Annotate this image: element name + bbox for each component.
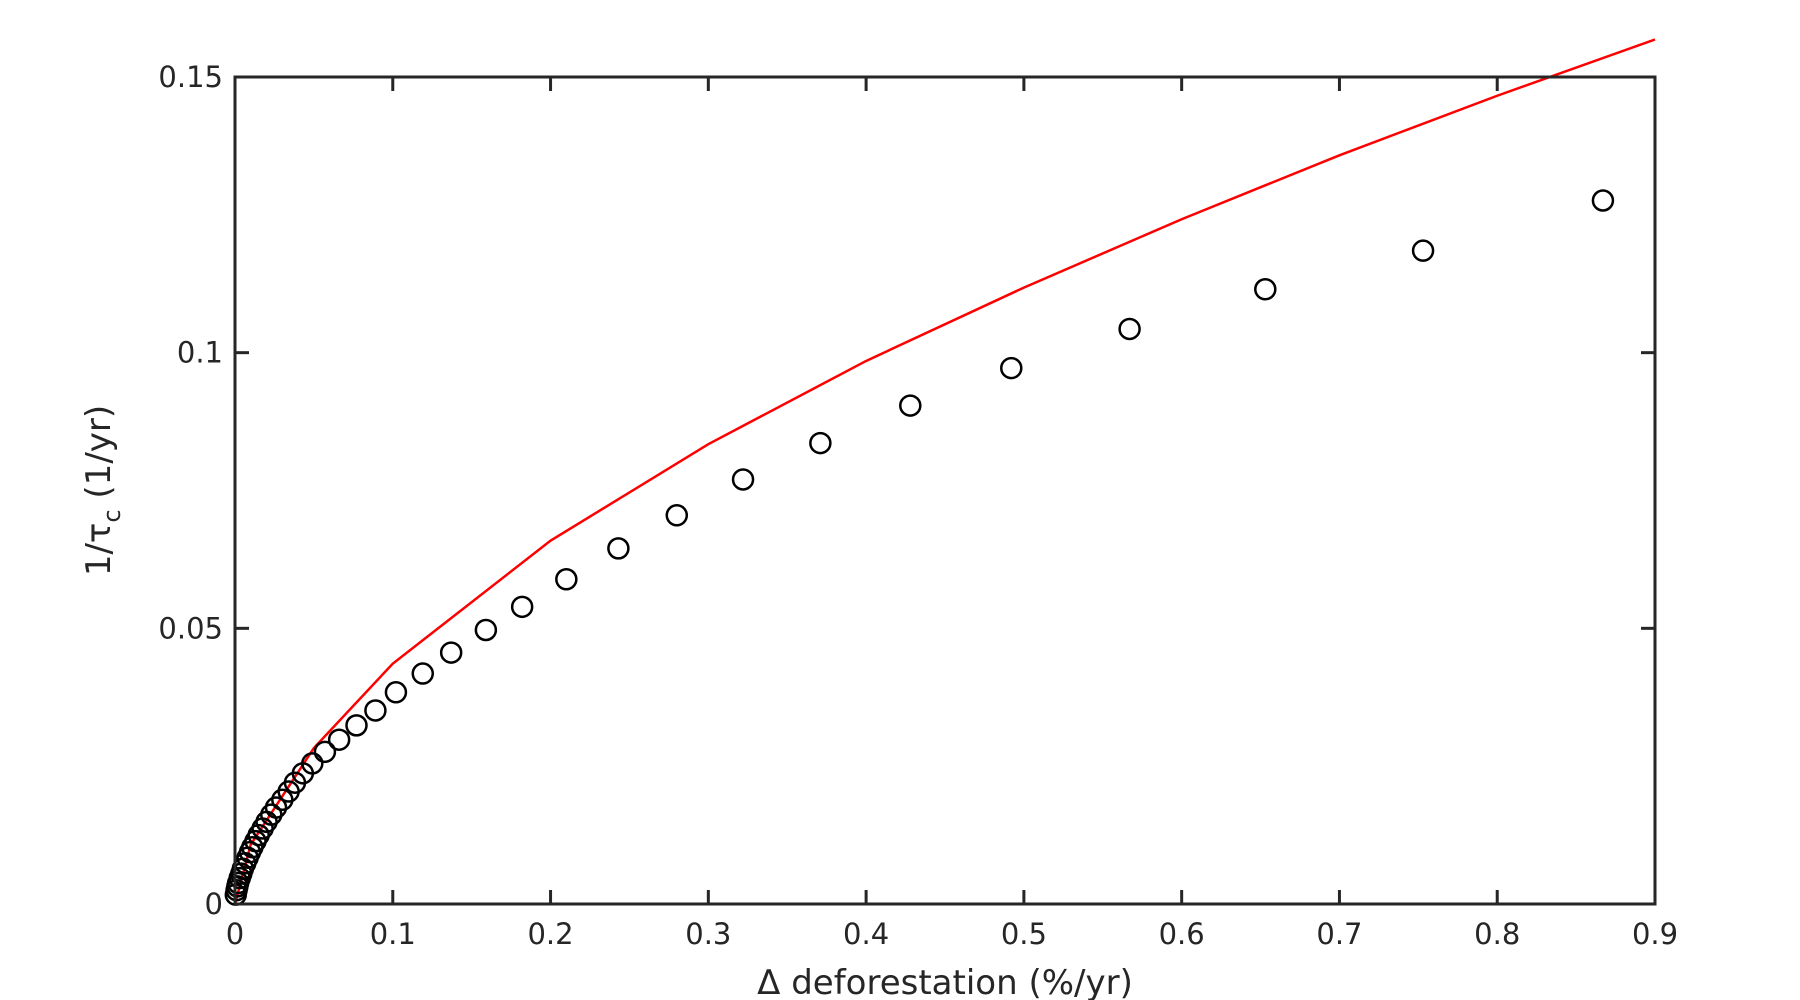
x-tick-label: 0.1: [370, 917, 416, 951]
data-point-marker: [1591, 189, 1615, 212]
y-tick-label: 0.05: [158, 611, 223, 645]
x-tick-label: 0.7: [1316, 917, 1362, 951]
x-tick-label: 0.6: [1159, 917, 1205, 951]
y-axis-title-subscript: c: [98, 509, 126, 522]
data-point-marker: [345, 714, 368, 737]
data-point-marker: [1254, 278, 1277, 301]
data-point-marker: [1000, 356, 1023, 380]
data-point-marker: [384, 681, 408, 704]
y-tick-label: 0.1: [177, 336, 223, 370]
data-point-marker: [510, 595, 534, 619]
y-tick-label: 0: [205, 887, 223, 921]
tick-labels: 0 0.1 0.2 0.3 0.4 0.5 0.6 0.7 0.8 0.9 0 0.05 0.1 0.15: [158, 60, 1678, 951]
data-point-marker: [1411, 239, 1435, 262]
data-point-marker: [555, 568, 578, 591]
data-point-marker: [474, 618, 498, 642]
data-point-marker: [1118, 317, 1141, 341]
x-tick-label: 0.9: [1632, 917, 1678, 951]
x-tick-label: 0.2: [527, 917, 573, 951]
data-point-marker: [364, 699, 387, 722]
data-layer: [224, 38, 1656, 906]
data-point-marker: [264, 796, 288, 819]
x-axis-title: Δ deforestation (%/yr): [757, 963, 1133, 1000]
data-point-marker: [665, 504, 689, 527]
data-point-marker: [809, 431, 832, 455]
data-point-marker: [607, 537, 630, 560]
y-tick-label: 0.15: [158, 60, 223, 94]
x-tick-label: 0: [226, 917, 244, 951]
data-point-marker: [313, 740, 337, 764]
x-tick-label: 0.4: [843, 917, 889, 951]
x-tick-label: 0.3: [685, 917, 731, 951]
data-point-marker: [731, 468, 755, 491]
x-tick-label: 0.8: [1474, 917, 1520, 951]
y-axis-title: 1/τc (1/yr): [79, 405, 126, 576]
data-point-marker: [327, 728, 351, 751]
data-point-marker: [411, 662, 435, 685]
data-point-marker: [439, 641, 463, 664]
plot-frame: [233, 75, 1657, 906]
data-point-marker: [301, 752, 324, 775]
x-tick-label: 0.5: [1001, 917, 1047, 951]
data-point-marker: [899, 394, 922, 417]
y-axis-title-prefix: 1/τ: [79, 523, 119, 577]
y-axis-title-suffix: (1/yr): [79, 405, 119, 510]
